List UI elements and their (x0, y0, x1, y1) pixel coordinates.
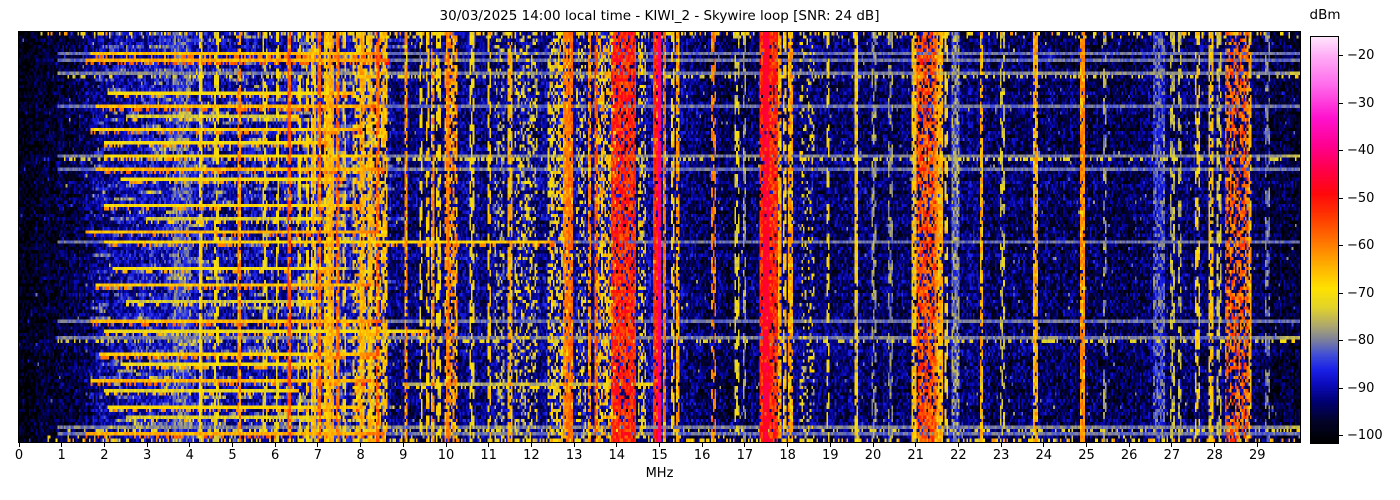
colorbar-tick-mark (1339, 387, 1343, 389)
x-tick-label: 1 (57, 448, 66, 463)
x-tick-mark (18, 443, 20, 447)
x-tick-label: 13 (565, 448, 583, 463)
x-tick-label: 6 (271, 448, 280, 463)
x-tick-mark (360, 443, 362, 447)
x-tick-label: 18 (779, 448, 796, 463)
colorbar-tick-label: −60 (1347, 238, 1375, 254)
x-tick-mark (61, 443, 63, 447)
x-tick-mark (1086, 443, 1087, 447)
colorbar-tick-mark (1339, 197, 1343, 199)
x-tick-mark (530, 443, 532, 447)
x-tick-label: 11 (480, 448, 497, 463)
x-tick-mark (146, 443, 148, 447)
x-tick-label: 8 (356, 448, 365, 463)
x-tick-label: 16 (693, 448, 711, 463)
colorbar-unit-label: dBm (1309, 7, 1341, 23)
colorbar-tick-mark (1339, 245, 1343, 247)
x-tick-label: 24 (1035, 448, 1053, 463)
x-tick-label: 3 (142, 448, 152, 463)
chart-title: 30/03/2025 14:00 local time - KIWI_2 - S… (439, 8, 880, 24)
x-tick-mark (915, 443, 917, 447)
x-tick-label: 26 (1120, 448, 1138, 463)
x-tick-mark (1043, 443, 1045, 447)
x-axis-label: MHz (645, 466, 674, 481)
x-tick-label: 23 (992, 448, 1010, 463)
colorbar-tick-mark (1339, 55, 1343, 57)
x-tick-mark (1128, 443, 1130, 447)
x-tick-mark (488, 443, 490, 447)
x-tick-mark (701, 443, 703, 447)
x-tick-label: 27 (1163, 448, 1181, 463)
x-tick-mark (744, 443, 746, 447)
x-tick-mark (1171, 443, 1173, 447)
x-tick-label: 20 (864, 448, 882, 463)
x-tick-label: 10 (437, 448, 455, 463)
colorbar-tick-label: −70 (1347, 285, 1375, 301)
x-tick-mark (829, 443, 831, 447)
x-tick-label: 0 (14, 448, 24, 463)
x-tick-mark (1000, 443, 1002, 447)
colorbar-tick-label: −50 (1347, 190, 1375, 206)
x-tick-label: 17 (736, 448, 754, 463)
x-tick-mark (872, 443, 874, 447)
x-tick-label: 22 (950, 448, 967, 463)
x-tick-label: 5 (228, 448, 237, 463)
colorbar-tick-label: −100 (1347, 428, 1383, 444)
x-tick-label: 25 (1078, 448, 1095, 463)
x-tick-mark (616, 443, 618, 447)
x-tick-label: 2 (100, 448, 109, 463)
colorbar-tick-mark (1339, 340, 1343, 342)
x-tick-mark (1256, 443, 1258, 447)
x-tick-label: 21 (907, 448, 924, 463)
colorbar-tick-label: −90 (1347, 380, 1375, 396)
x-tick-mark (787, 443, 789, 447)
x-tick-label: 19 (822, 448, 839, 463)
x-tick-mark (232, 443, 233, 447)
x-tick-mark (317, 443, 319, 447)
colorbar-tick-label: −80 (1347, 333, 1375, 349)
colorbar-tick-mark (1339, 435, 1343, 437)
x-tick-label: 7 (313, 448, 323, 463)
x-tick-label: 12 (523, 448, 540, 463)
x-tick-mark (189, 443, 191, 447)
spectrogram-heatmap (18, 31, 1301, 443)
x-tick-label: 29 (1249, 448, 1266, 463)
x-tick-mark (1214, 443, 1216, 447)
x-tick-label: 9 (399, 448, 408, 463)
x-tick-mark (103, 443, 105, 447)
x-tick-mark (274, 443, 276, 447)
x-tick-label: 14 (608, 448, 626, 463)
colorbar-tick-mark (1339, 292, 1343, 294)
x-tick-label: 4 (185, 448, 194, 463)
colorbar-tick-label: −30 (1347, 95, 1375, 111)
x-tick-mark (957, 443, 959, 447)
colorbar-tick-label: −20 (1347, 48, 1375, 64)
colorbar-tick-mark (1339, 150, 1343, 152)
colorbar-tick-label: −40 (1347, 143, 1375, 159)
x-tick-mark (402, 443, 404, 447)
x-tick-mark (445, 443, 447, 447)
x-tick-mark (659, 443, 660, 447)
x-tick-label: 15 (651, 448, 668, 463)
x-tick-mark (573, 443, 575, 447)
colorbar-tick-mark (1339, 102, 1343, 104)
colorbar-gradient (1310, 36, 1339, 444)
x-tick-label: 28 (1206, 448, 1223, 463)
